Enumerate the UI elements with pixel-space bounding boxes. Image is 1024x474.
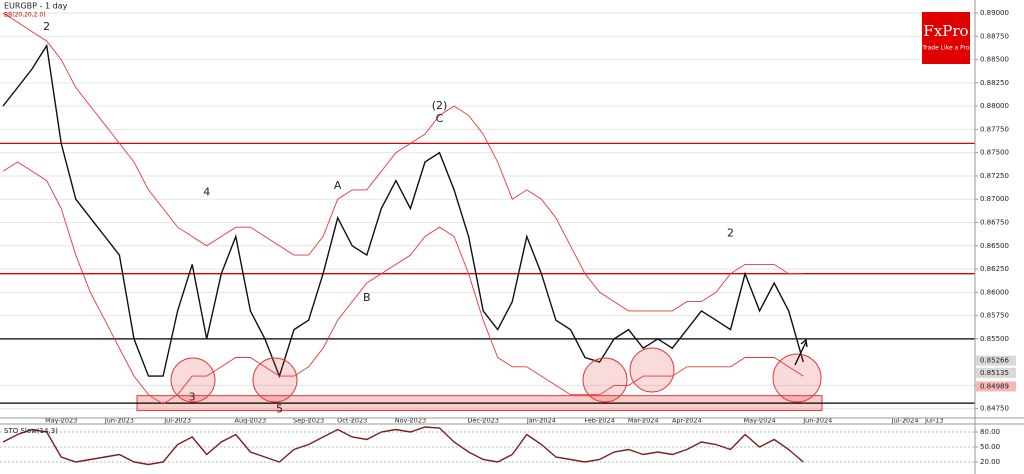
x-tick-label: Dec-2023	[467, 417, 498, 425]
wave-label: 4	[203, 186, 210, 199]
wave-label: 5	[276, 403, 283, 416]
y-tick-label: 0.88500	[980, 56, 1009, 64]
highlight-circle	[252, 357, 298, 403]
price-marker	[976, 381, 1016, 392]
y-tick-label: 0.86000	[980, 288, 1009, 296]
y-tick-label: 0.87500	[980, 149, 1009, 157]
indicator-label: BB(20,20,2.0)	[4, 12, 46, 19]
highlight-circle	[772, 353, 822, 403]
price-marker	[976, 367, 1016, 378]
y-tick-label: 0.86500	[980, 242, 1009, 250]
x-tick-label: Jun-2024	[802, 417, 832, 425]
y-tick-label: 0.89000	[980, 9, 1009, 17]
wave-label: 3	[189, 391, 196, 404]
highlight-circle	[629, 347, 675, 393]
price-marker-label: 0.85135	[980, 369, 1009, 377]
series-line	[2, 12, 804, 312]
x-tick-label: Aug-2023	[235, 417, 267, 425]
x-tick-label: Nov-2023	[395, 417, 426, 425]
wave-label: 2	[727, 227, 734, 240]
series-line	[2, 43, 804, 379]
series-line	[2, 161, 804, 405]
y-tick-label: 0.88750	[980, 32, 1009, 40]
wave-label: B	[363, 291, 371, 304]
x-tick-label: Jul-2023	[163, 417, 191, 425]
series-line	[2, 426, 804, 466]
y-tick-label: 0.88250	[980, 79, 1009, 87]
x-tick-label: Sep-2023	[293, 417, 324, 425]
plot: 0.847500.850000.855000.857500.860000.862…	[0, 9, 1016, 466]
wave-label: C	[436, 112, 444, 125]
y-tick-label: 0.86750	[980, 218, 1009, 226]
price-marker	[976, 355, 1016, 366]
x-tick-label: Feb-2024	[584, 417, 614, 425]
y-tick-label: 80.00	[980, 428, 1000, 436]
y-tick-label: 50.00	[980, 443, 1000, 451]
chart-title: EURGBP - 1 day	[4, 2, 68, 11]
highlight-circle	[582, 357, 628, 403]
x-tick-label: Jul-2024	[891, 417, 919, 425]
x-tick-label: Oct-2023	[337, 417, 367, 425]
wave-label: A	[334, 179, 342, 192]
wave-label: (2)	[432, 99, 448, 112]
logo-text: FxPro	[923, 22, 968, 40]
x-tick-label: Jul-13	[924, 417, 943, 425]
x-tick-label: May-2024	[743, 417, 775, 425]
x-tick-label: May-2023	[45, 417, 77, 425]
y-tick-label: 0.85750	[980, 312, 1009, 320]
x-tick-label: Mar-2024	[628, 417, 659, 425]
highlight-circle	[170, 357, 216, 403]
logo	[922, 12, 970, 64]
price-marker-label: 0.84989	[980, 382, 1009, 390]
y-tick-label: 0.84750	[980, 405, 1009, 413]
x-tick-label: Jan-2024	[526, 417, 556, 425]
logo-tagline: Trade Like a Pro	[921, 45, 970, 52]
wave-label: 2	[43, 20, 50, 33]
price-marker-label: 0.85266	[980, 357, 1009, 365]
indicator-label: STO Slow(14,3)	[4, 427, 58, 435]
y-tick-label: 0.88000	[980, 102, 1009, 110]
y-tick-label: 20.00	[980, 458, 1000, 466]
y-tick-label: 0.86250	[980, 265, 1009, 273]
y-tick-label: 0.87750	[980, 125, 1009, 133]
y-tick-label: 0.87250	[980, 172, 1009, 180]
y-tick-label: 0.85500	[980, 335, 1009, 343]
x-tick-label: Apr-2024	[672, 417, 702, 425]
y-tick-label: 0.87000	[980, 195, 1009, 203]
arrow	[794, 338, 808, 366]
x-tick-label: Jun-2023	[104, 417, 134, 425]
